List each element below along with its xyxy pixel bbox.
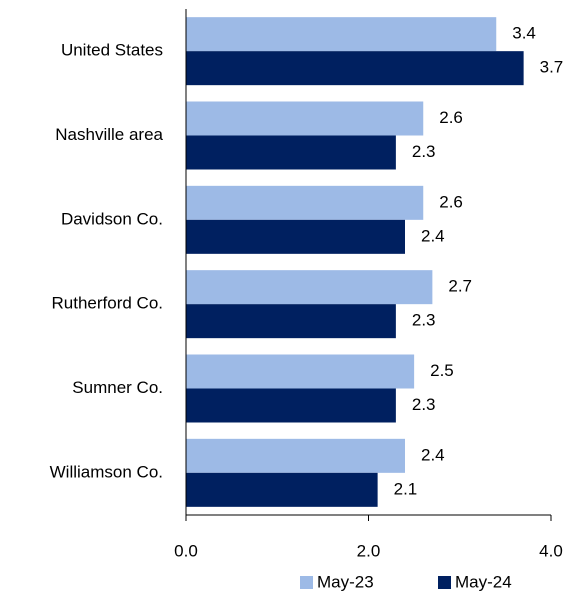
bar [186,101,424,136]
data-label: 2.6 [439,108,463,127]
data-label: 3.7 [540,58,564,77]
legend-swatch [438,576,451,589]
bar [186,135,396,170]
data-label: 2.3 [412,395,436,414]
bar [186,51,524,86]
bar [186,304,396,339]
data-label: 2.3 [412,142,436,161]
bar [186,219,405,254]
y-tick-label: Rutherford Co. [52,294,164,313]
data-label: 2.4 [421,445,445,464]
legend-swatch [300,576,313,589]
data-label: 2.3 [412,311,436,330]
bar [186,185,424,220]
bar [186,354,415,389]
data-label: 2.5 [430,361,454,380]
bar [186,472,378,507]
bar [186,270,433,305]
y-tick-label: Williamson Co. [50,462,163,481]
data-label: 2.1 [394,479,418,498]
legend-label: May-23 [317,572,374,591]
x-tick-label: 4.0 [539,541,563,560]
data-label: 2.6 [439,192,463,211]
bar [186,388,396,423]
y-tick-label: Nashville area [55,125,163,144]
y-tick-label: Davidson Co. [61,209,163,228]
legend-label: May-24 [455,572,512,591]
x-tick-label: 2.0 [357,541,381,560]
data-label: 2.4 [421,226,445,245]
y-tick-label: United States [61,41,163,60]
y-tick-label: Sumner Co. [72,378,163,397]
data-label: 2.7 [448,277,472,296]
data-label: 3.4 [512,24,536,43]
bar [186,438,405,473]
bar [186,17,497,52]
x-tick-label: 0.0 [174,541,198,560]
